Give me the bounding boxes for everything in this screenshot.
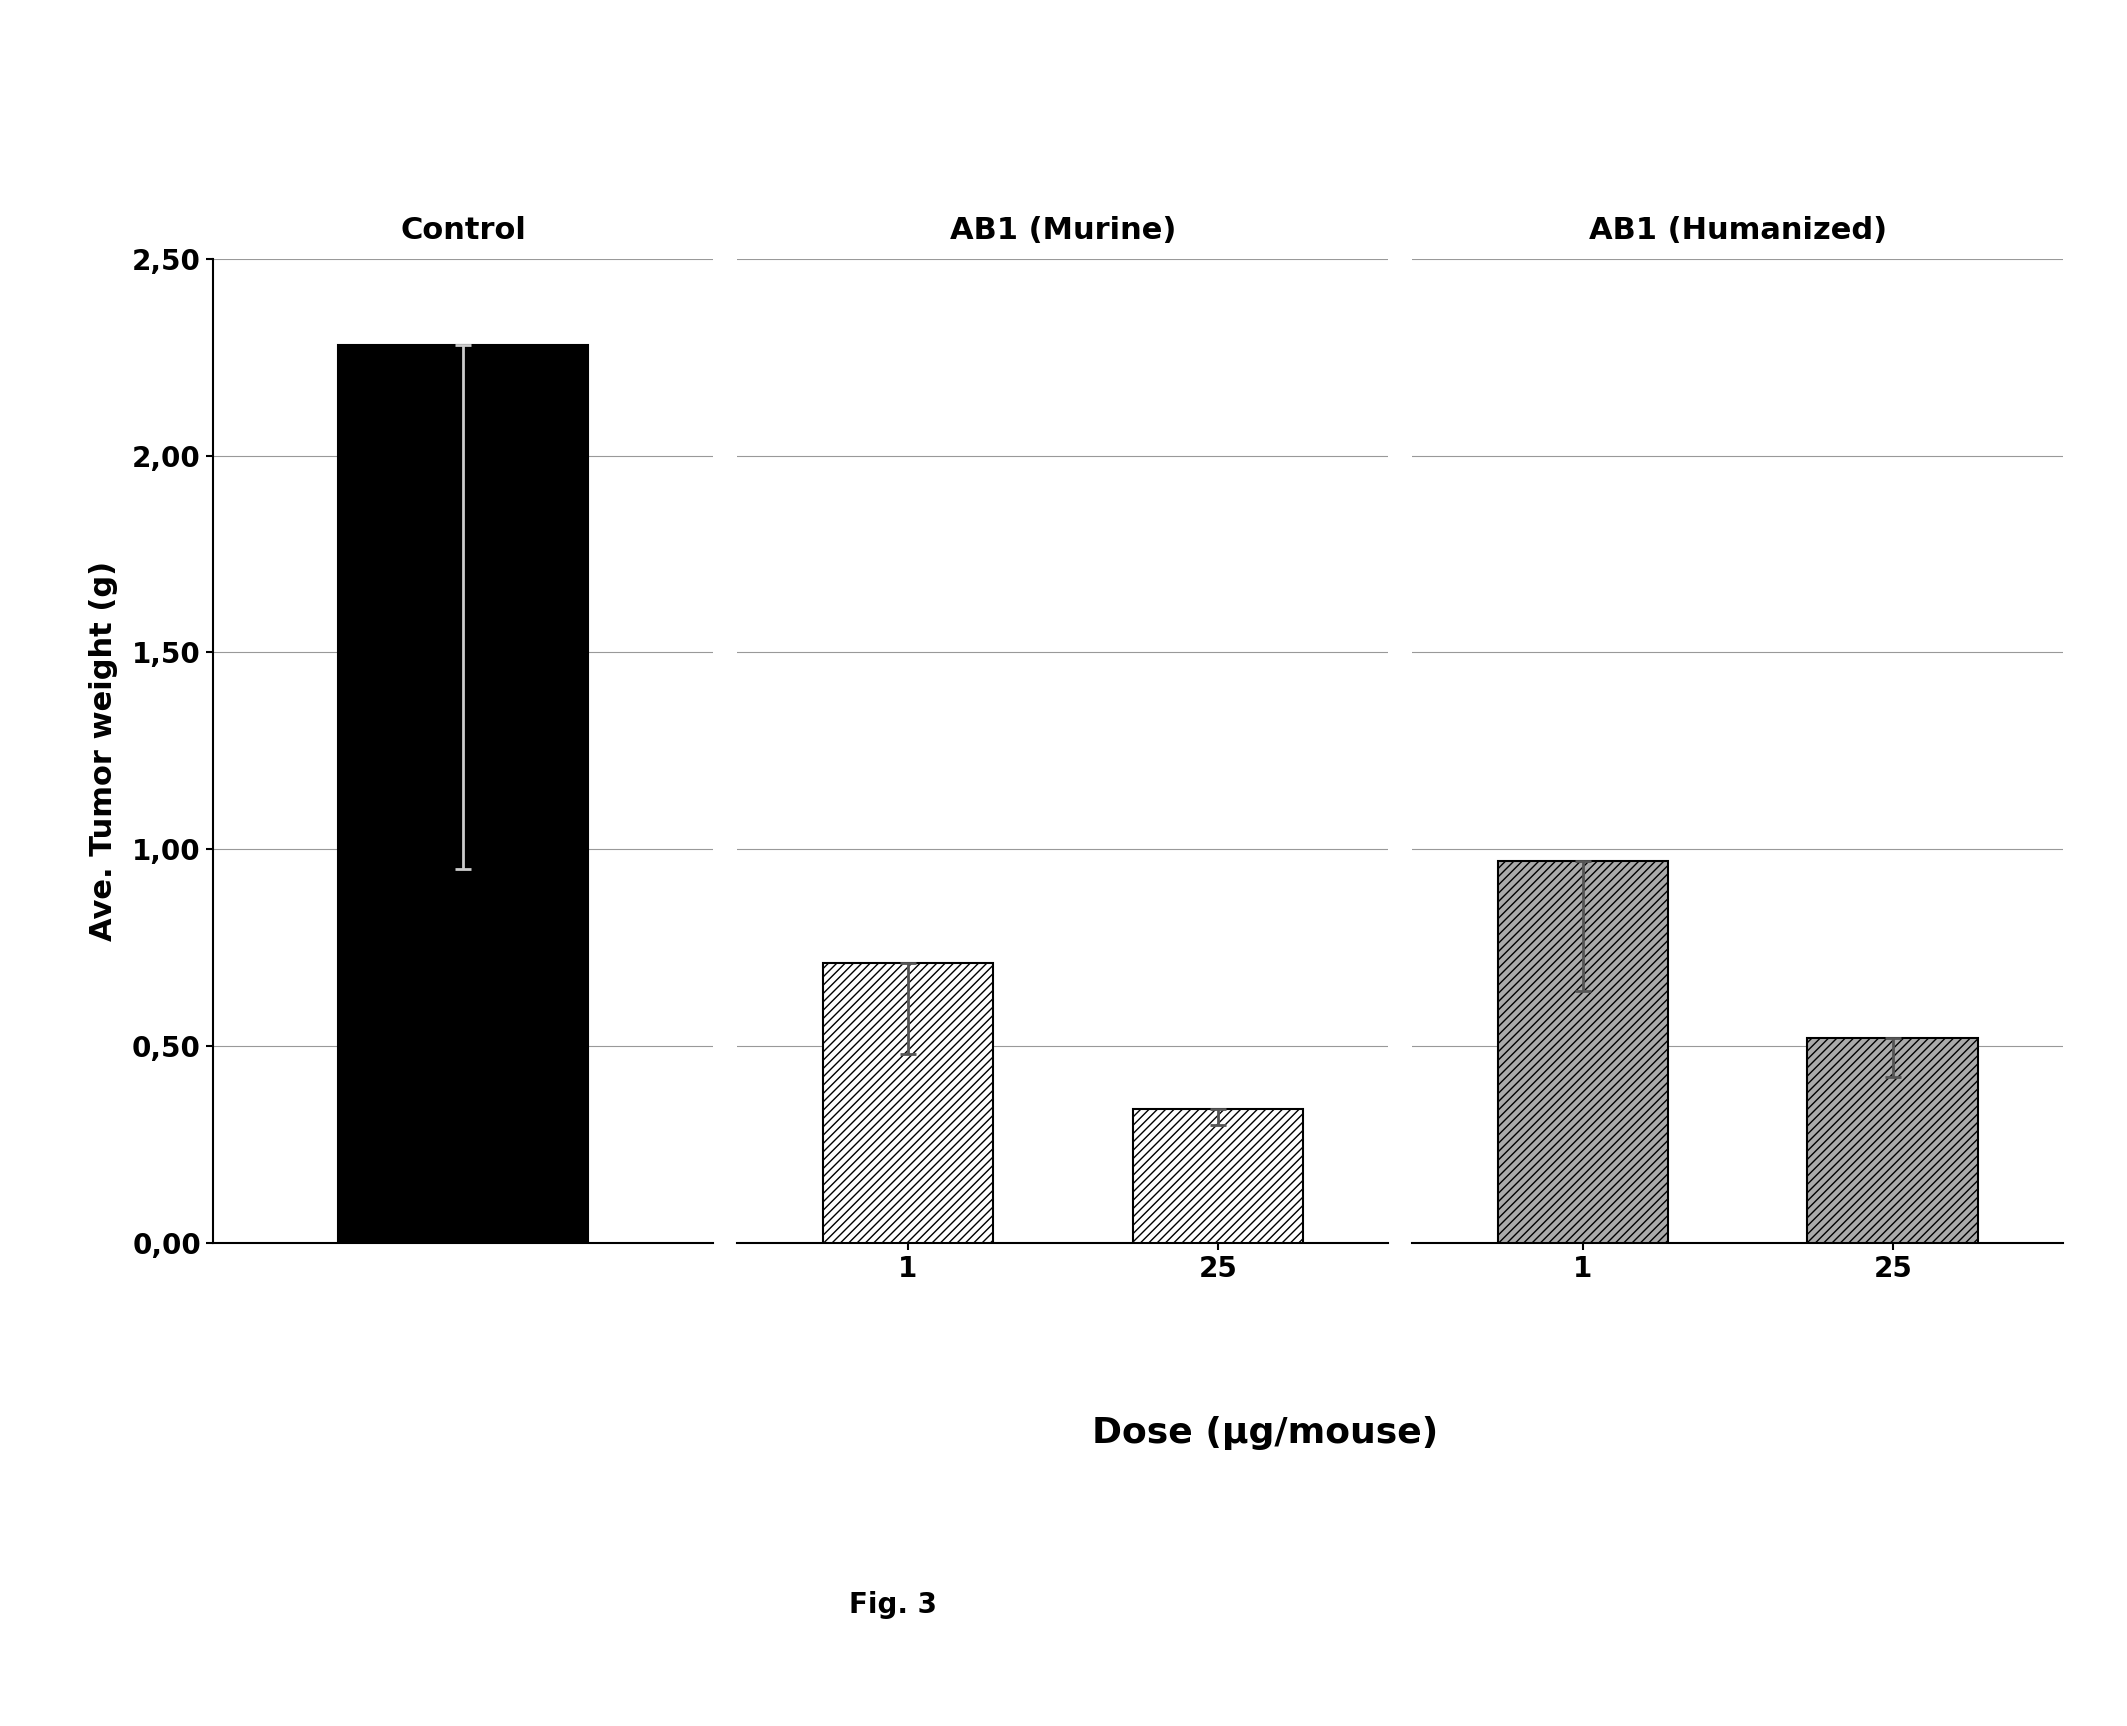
Bar (1132, 1108, 1304, 1243)
Title: Control: Control (400, 216, 525, 245)
Y-axis label: Ave. Tumor weight (g): Ave. Tumor weight (g) (89, 561, 119, 941)
Bar (338, 345, 589, 1243)
Title: AB1 (Humanized): AB1 (Humanized) (1589, 216, 1887, 245)
Text: Dose (μg/mouse): Dose (μg/mouse) (1093, 1415, 1438, 1450)
Bar (823, 963, 993, 1243)
Text: Fig. 3: Fig. 3 (849, 1591, 938, 1619)
Bar (1808, 1037, 1978, 1243)
Bar (1497, 861, 1668, 1243)
Title: AB1 (Murine): AB1 (Murine) (949, 216, 1176, 245)
